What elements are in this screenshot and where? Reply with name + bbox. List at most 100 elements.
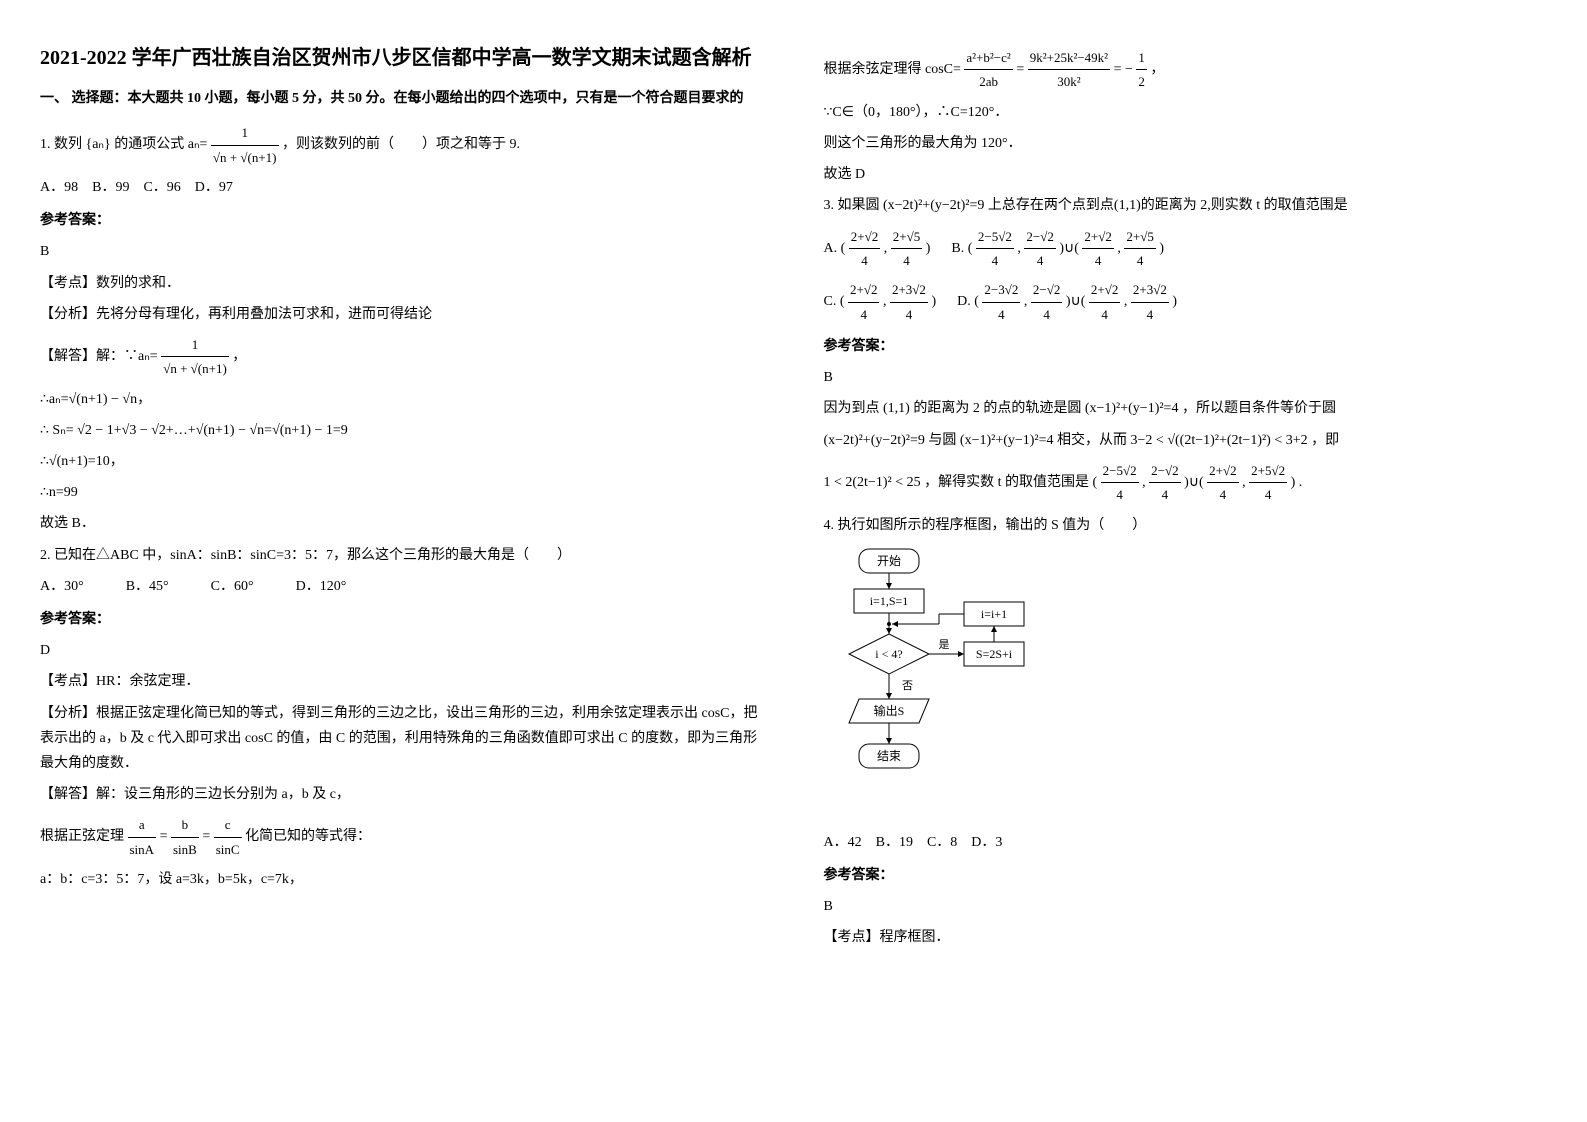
frac-num: b <box>171 813 199 837</box>
q1-pre: 1. 数列 {aₙ} 的通项公式 aₙ= <box>40 137 207 152</box>
frac-den: 4 <box>1024 249 1055 272</box>
q3-d-frac3: 2+√24 <box>1089 278 1120 326</box>
q1-jieda-3: ∴ Sₙ= √2 − 1+√3 − √2+…+√(n+1) − √n=√(n+1… <box>40 418 764 443</box>
q1-jd1-num: 1 <box>161 333 229 357</box>
sep: , <box>884 241 891 256</box>
flow-start: 开始 <box>876 554 900 568</box>
q3-c-frac1: 2+√24 <box>848 278 879 326</box>
frac-num: 2+√2 <box>1082 225 1113 249</box>
flow-cond: i < 4? <box>875 647 902 661</box>
flow-upd-i: i=i+1 <box>980 607 1006 621</box>
q1-stem: 1. 数列 {aₙ} 的通项公式 aₙ= 1 √n + √(n+1) ，则该数列… <box>40 121 764 169</box>
q1-jd1-frac: 1 √n + √(n+1) <box>161 333 229 381</box>
q3-jd3-pre: 1 < 2(2t−1)² < 25 ，解得实数 t 的取值范围是 ( <box>824 475 1098 490</box>
frac-num: 1 <box>1136 46 1147 70</box>
q2-kaodian: 【考点】HR：余弦定理． <box>40 669 764 694</box>
q3-b-frac3: 2+√24 <box>1082 225 1113 273</box>
q1-jd1-pre: 【解答】解：∵aₙ= <box>40 349 158 364</box>
q3-jd3-end: . <box>1299 475 1303 490</box>
frac-den: 4 <box>1149 483 1180 506</box>
union: )∪( <box>1059 241 1079 256</box>
flow-yes: 是 <box>938 638 949 651</box>
sep: , <box>1142 475 1149 490</box>
frac-num: 2−√2 <box>1149 459 1180 483</box>
frac-num: 2+3√2 <box>1131 278 1169 302</box>
q3-opt-a-post: ) <box>926 241 931 256</box>
frac-den: 4 <box>1089 303 1120 326</box>
q2-jieda-1: 【解答】解：设三角形的三边长分别为 a，b 及 c， <box>40 782 764 807</box>
q3-jd3-frac3: 2+√24 <box>1207 459 1238 507</box>
q2-jieda-4: 根据余弦定理得 cosC= a²+b²−c² 2ab = 9k²+25k²−49… <box>824 46 1548 94</box>
frac-den: 30k² <box>1028 70 1110 93</box>
frac-den: sinB <box>171 838 199 861</box>
q2-jieda-5: ∵C∈（0，180°），∴C=120°． <box>824 100 1548 125</box>
q3-opt-d-pre: D. ( <box>957 294 979 309</box>
answer-label: 参考答案： <box>824 863 1548 888</box>
q1-jd1-den: √n + √(n+1) <box>161 357 229 380</box>
q2-jieda-3: a：b：c=3：5：7，设 a=3k，b=5k，c=7k， <box>40 867 764 892</box>
q3-d-frac2: 2−√24 <box>1031 278 1062 326</box>
q3-jieda-2: (x−2t)²+(y−2t)²=9 与圆 (x−1)²+(y−1)²=4 相交，… <box>824 428 1548 453</box>
q3-opt-c-pre: C. ( <box>824 294 845 309</box>
q2-jd4-frac2: 9k²+25k²−49k² 30k² <box>1028 46 1110 94</box>
answer-label: 参考答案： <box>824 334 1548 359</box>
q3-jd3-frac1: 2−5√24 <box>1101 459 1139 507</box>
frac-den: 4 <box>976 249 1014 272</box>
frac-num: a <box>128 813 157 837</box>
frac-num: 2+5√2 <box>1249 459 1287 483</box>
q3-stem: 3. 如果圆 (x−2t)²+(y−2t)²=9 上总存在两个点到点(1,1)的… <box>824 193 1548 218</box>
q2-options: A．30° B．45° C．60° D．120° <box>40 574 764 599</box>
q1-jieda-4: ∴√(n+1)=10， <box>40 449 764 474</box>
frac-den: 4 <box>1207 483 1238 506</box>
q3-d-frac1: 2−3√24 <box>982 278 1020 326</box>
frac-num: 9k²+25k²−49k² <box>1028 46 1110 70</box>
left-column: 2021-2022 学年广西壮族自治区贺州市八步区信都中学高一数学文期末试题含解… <box>40 40 764 957</box>
q1-fenxi: 【分析】先将分母有理化，再利用叠加法可求和，进而可得结论 <box>40 302 764 327</box>
frac-den: 4 <box>1249 483 1287 506</box>
q2-jd2-frac1: a sinA <box>128 813 157 861</box>
q1-jieda-6: 故选 B． <box>40 511 764 536</box>
eq-sign: = <box>160 829 168 844</box>
q1-post: ，则该数列的前（ ）项之和等于 9. <box>282 137 520 152</box>
q3-opt-c-post: ) <box>931 294 936 309</box>
frac-den: sinA <box>128 838 157 861</box>
q2-jd4-frac1: a²+b²−c² 2ab <box>964 46 1012 94</box>
frac-num: 2+√2 <box>1207 459 1238 483</box>
frac-num: 2−√2 <box>1024 225 1055 249</box>
sep: , <box>1017 241 1024 256</box>
q2-jieda-6: 则这个三角形的最大角为 120°． <box>824 131 1548 156</box>
q1-frac-num: 1 <box>211 121 279 145</box>
q3-opt-b-pre: B. ( <box>951 241 972 256</box>
q3-a-frac1: 2+√24 <box>849 225 880 273</box>
frac-num: 2−3√2 <box>982 278 1020 302</box>
q1-options: A．98 B．99 C．96 D．97 <box>40 175 764 200</box>
frac-num: 2−5√2 <box>976 225 1014 249</box>
flow-end: 结束 <box>876 749 900 763</box>
q4-flowchart: 开始 i=1,S=1 i < 4? 是 S=2S+i i=i+1 否 <box>824 544 1044 824</box>
frac-den: 4 <box>982 303 1020 326</box>
flow-out: 输出S <box>873 703 904 718</box>
sep: , <box>1024 294 1031 309</box>
frac-num: a²+b²−c² <box>964 46 1012 70</box>
q4-kaodian: 【考点】程序框图． <box>824 925 1548 950</box>
frac-num: 2+√2 <box>848 278 879 302</box>
q3-answer: B <box>824 365 1548 390</box>
q3-opt-b-post: ) <box>1159 241 1164 256</box>
eq-sign: = − <box>1114 62 1137 77</box>
q3-b-frac1: 2−5√24 <box>976 225 1014 273</box>
frac-den: 4 <box>1124 249 1155 272</box>
q2-stem: 2. 已知在△ABC 中，sinA：sinB：sinC=3：5：7，那么这个三角… <box>40 543 764 568</box>
q4-options: A．42 B．19 C．8 D．3 <box>824 830 1548 855</box>
frac-den: 4 <box>1131 303 1169 326</box>
frac-den: sinC <box>214 838 242 861</box>
q3-opt-a-pre: A. ( <box>824 241 846 256</box>
frac-den: 4 <box>891 249 922 272</box>
q3-c-frac2: 2+3√24 <box>890 278 928 326</box>
frac-den: 4 <box>848 303 879 326</box>
q2-jd2-pre: 根据正弦定理 <box>40 829 124 844</box>
q3-d-frac4: 2+3√24 <box>1131 278 1169 326</box>
page: 2021-2022 学年广西壮族自治区贺州市八步区信都中学高一数学文期末试题含解… <box>40 40 1547 957</box>
q3-jd3-post: ) <box>1291 475 1296 490</box>
q2-jd4-pre: 根据余弦定理得 cosC= <box>824 62 965 77</box>
q1-frac: 1 √n + √(n+1) <box>211 121 279 169</box>
